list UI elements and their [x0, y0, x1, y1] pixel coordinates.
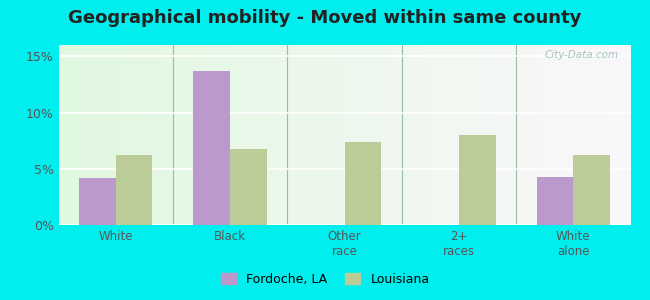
Bar: [459, 135, 495, 225]
Bar: [116, 155, 152, 225]
Text: Geographical mobility - Moved within same county: Geographical mobility - Moved within sam…: [68, 9, 582, 27]
Bar: [230, 148, 266, 225]
Bar: [344, 142, 381, 225]
Text: City-Data.com: City-Data.com: [545, 50, 619, 60]
Bar: [537, 177, 573, 225]
Bar: [79, 178, 116, 225]
Bar: [194, 71, 230, 225]
Bar: [573, 155, 610, 225]
Legend: Fordoche, LA, Louisiana: Fordoche, LA, Louisiana: [216, 268, 434, 291]
